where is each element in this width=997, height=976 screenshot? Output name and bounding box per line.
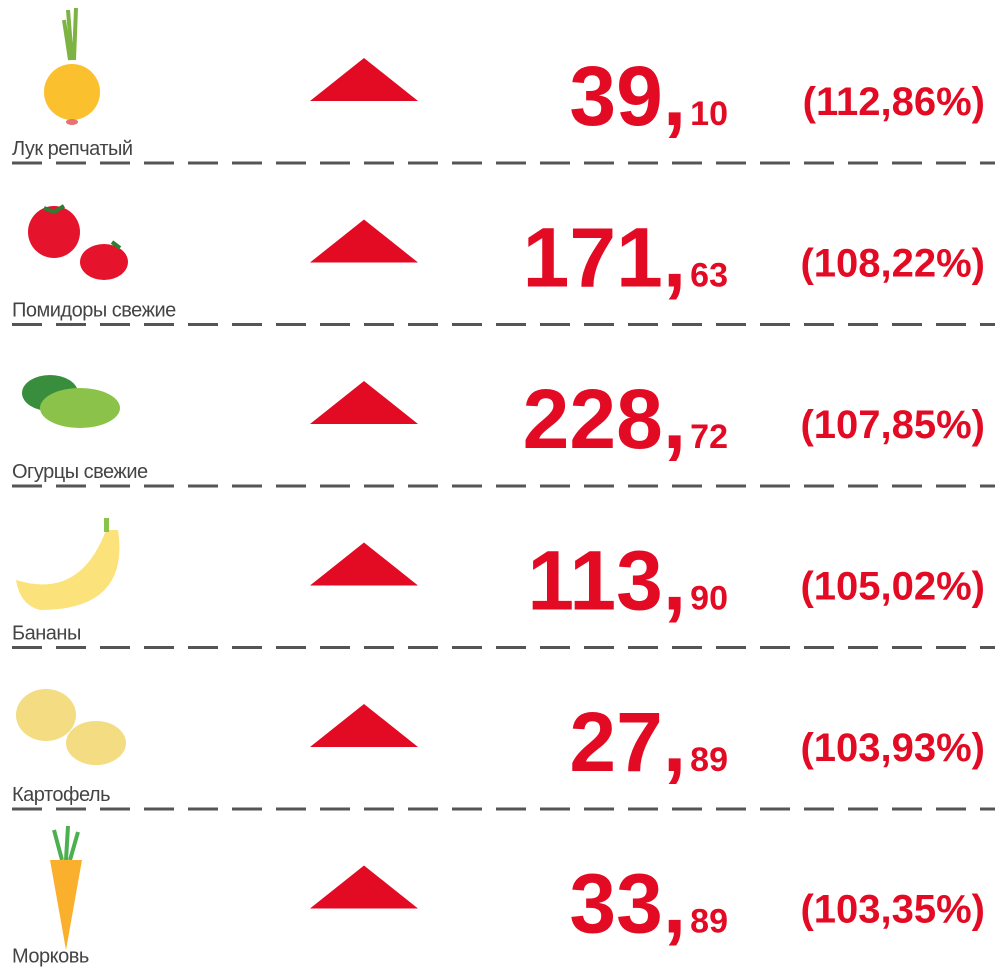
icon-cucumbers — [22, 375, 120, 428]
price-fraction: 89 — [690, 741, 728, 779]
price-whole: 171, — [523, 211, 687, 305]
price: 39, 10 — [569, 49, 728, 143]
item-label: Картофель — [12, 784, 110, 806]
price-change: (103,35%) — [800, 888, 985, 932]
price: 228, 72 — [523, 372, 728, 466]
price-whole: 33, — [569, 857, 686, 951]
up-arrow — [310, 381, 418, 424]
price-fraction: 63 — [690, 257, 728, 295]
item-label: Бананы — [12, 623, 81, 645]
item-label: Лук репчатый — [12, 138, 133, 160]
price-change: (112,86%) — [803, 80, 985, 124]
price-fraction: 10 — [690, 95, 728, 133]
price-fraction: 72 — [690, 418, 728, 456]
item-label: Морковь — [12, 946, 89, 968]
price-fraction: 89 — [690, 903, 728, 941]
item-label: Помидоры свежие — [12, 300, 176, 322]
price: 33, 89 — [569, 857, 728, 951]
price-change: (108,22%) — [800, 242, 985, 286]
price: 27, 89 — [569, 695, 728, 789]
icon-onion — [44, 7, 100, 125]
icon-tomatoes — [28, 204, 128, 280]
up-arrow — [310, 865, 418, 909]
icon-carrot — [50, 825, 82, 950]
price-whole: 27, — [569, 695, 686, 789]
price-fraction: 90 — [690, 580, 728, 618]
icon-banana — [16, 518, 120, 610]
price-change: (105,02%) — [800, 565, 985, 609]
price: 113, 90 — [527, 534, 728, 628]
price-whole: 228, — [523, 372, 687, 466]
icon-potatoes — [16, 689, 126, 765]
up-arrow — [310, 542, 418, 586]
price: 171, 63 — [523, 211, 728, 305]
price-whole: 113, — [527, 534, 686, 628]
price-change: (103,93%) — [800, 726, 985, 770]
up-arrow — [310, 58, 418, 101]
up-arrow — [310, 704, 418, 747]
up-arrow — [310, 219, 418, 263]
price-change: (107,85%) — [800, 403, 985, 447]
item-label: Огурцы свежие — [12, 461, 148, 483]
price-whole: 39, — [569, 49, 686, 143]
